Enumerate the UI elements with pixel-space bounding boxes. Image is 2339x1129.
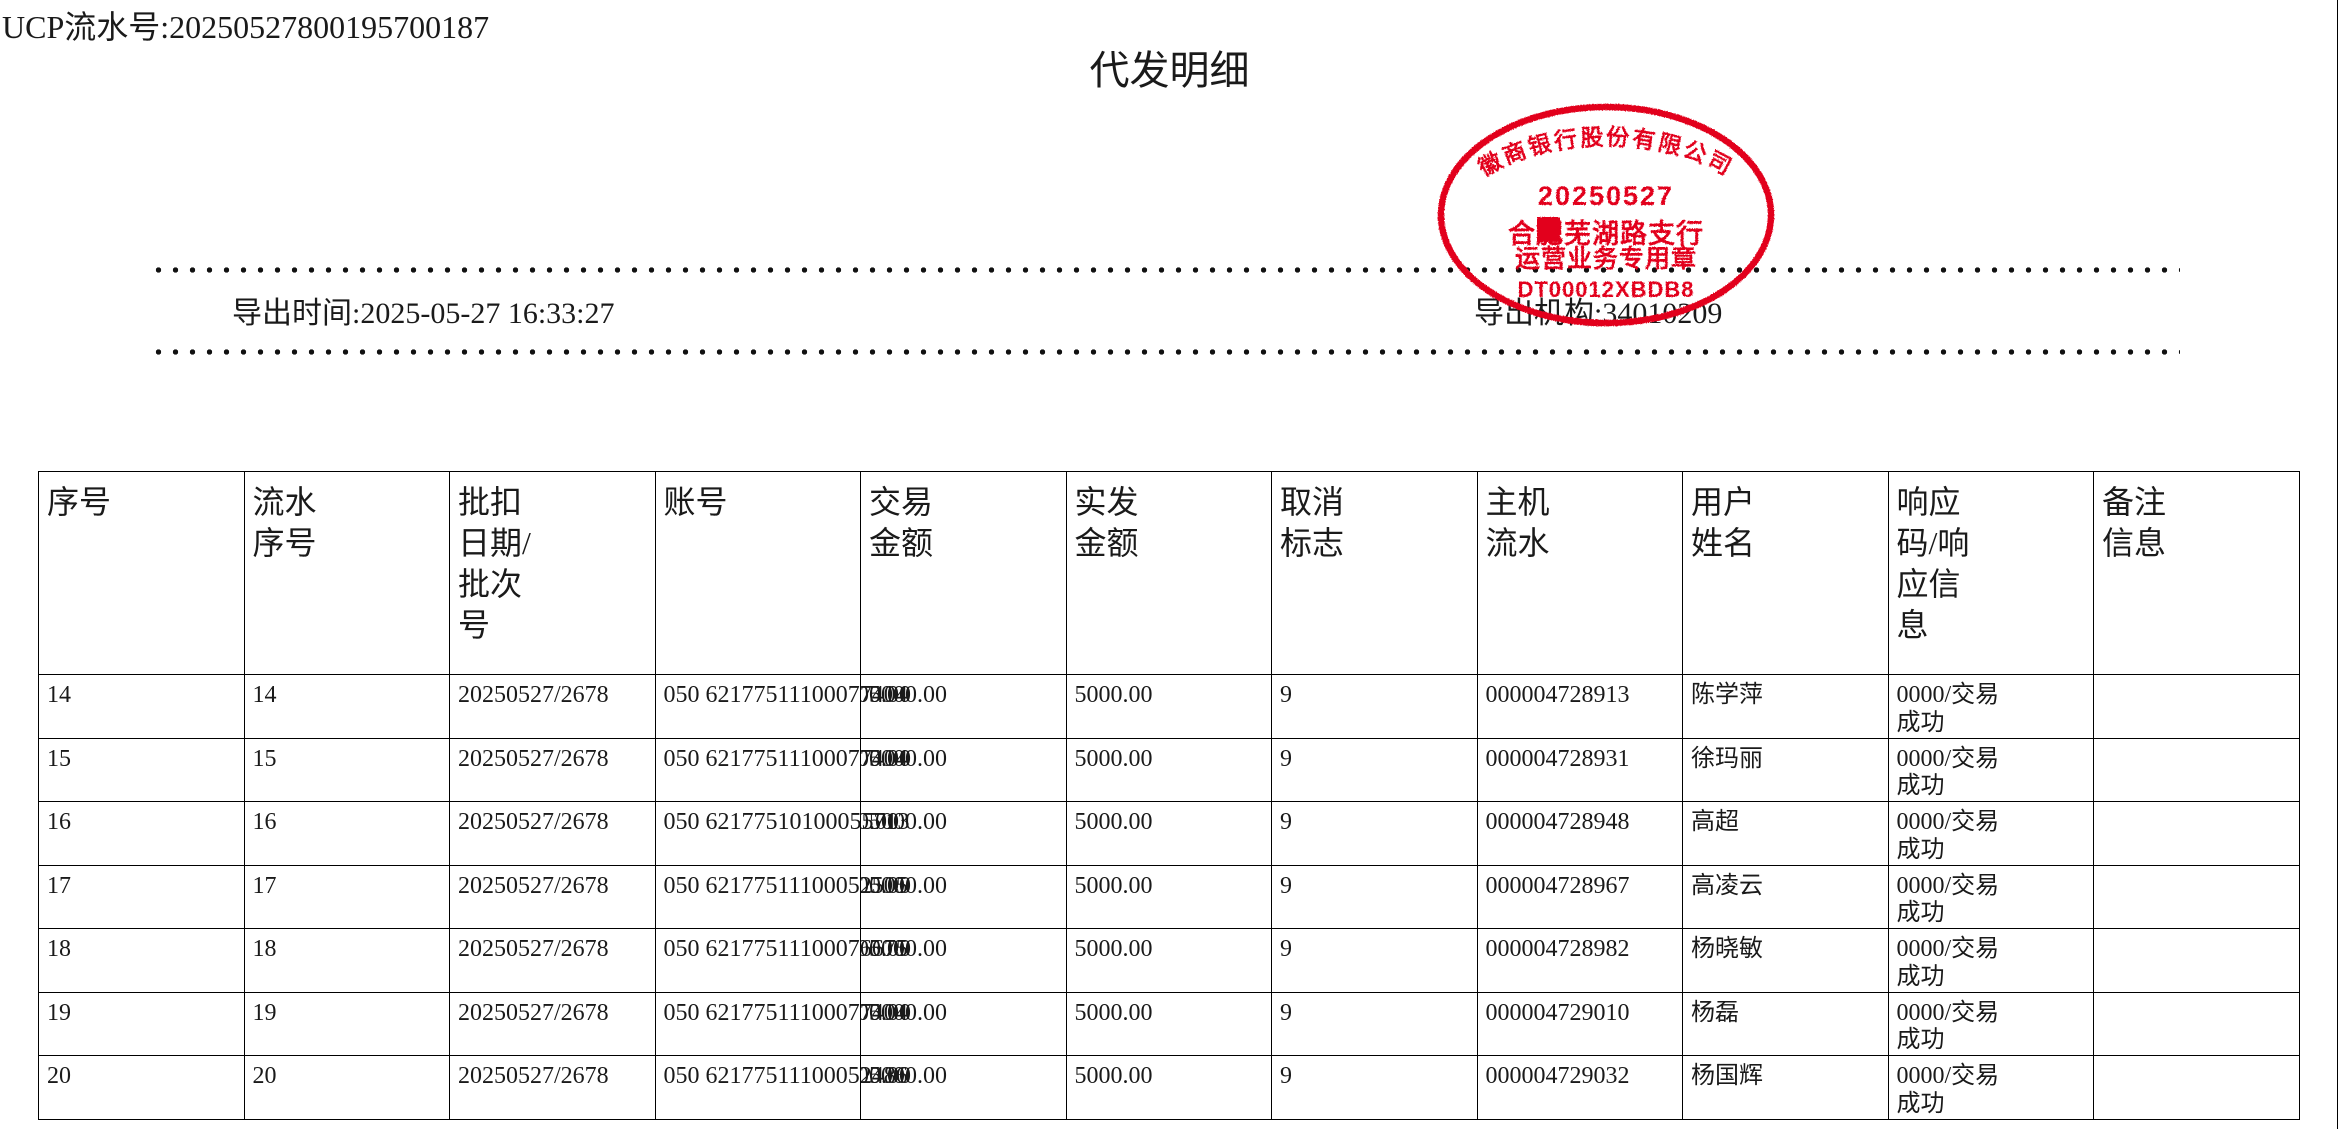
- svg-text:20250527: 20250527: [1538, 181, 1674, 211]
- svg-text:DT00012XBDB8: DT00012XBDB8: [1517, 277, 1694, 302]
- svg-text:徽商银行股份有限公司: 徽商银行股份有限公司: [1473, 124, 1738, 182]
- svg-text:运营业务专用章: 运营业务专用章: [1515, 244, 1697, 273]
